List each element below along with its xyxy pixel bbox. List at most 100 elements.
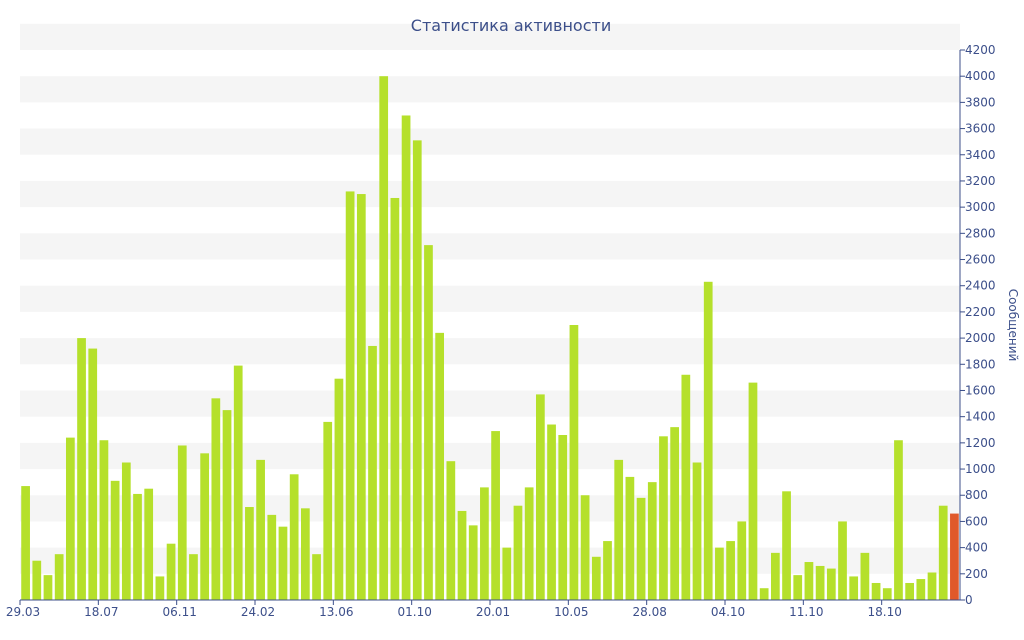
bar[interactable] [535, 394, 545, 600]
bar[interactable] [480, 487, 489, 600]
bar[interactable] [54, 554, 64, 600]
bar[interactable] [603, 541, 612, 600]
bar[interactable] [703, 281, 713, 600]
bar[interactable] [681, 374, 691, 600]
bar[interactable] [278, 526, 288, 600]
bar[interactable] [200, 453, 210, 600]
bar[interactable] [737, 521, 747, 600]
y-tick-label: 2000 [965, 331, 996, 345]
bar[interactable] [390, 197, 400, 601]
bar[interactable] [547, 424, 556, 600]
x-tick-label: 01.10 [397, 605, 431, 619]
bar[interactable] [916, 579, 926, 600]
x-axis-ticks: 29.03 18.07 06.11 24.02 13.06 01.10 20.01 10.05… [6, 600, 902, 619]
bar[interactable] [580, 495, 590, 600]
x-tick-label: 24.02 [241, 605, 275, 619]
bar[interactable] [356, 194, 366, 601]
grid-band [20, 23, 960, 50]
bar[interactable] [267, 514, 277, 600]
bar[interactable] [65, 437, 75, 600]
bar[interactable] [334, 378, 344, 600]
bar[interactable] [849, 576, 859, 600]
bar[interactable] [222, 410, 232, 600]
y-tick-label: 1200 [965, 436, 996, 450]
bar[interactable] [99, 440, 109, 600]
bar[interactable] [860, 552, 870, 600]
bar[interactable] [166, 543, 176, 600]
y-tick-label: 1600 [965, 383, 996, 397]
bar[interactable] [502, 547, 512, 600]
bar[interactable] [659, 436, 668, 600]
bar[interactable] [233, 365, 243, 600]
bar[interactable] [379, 76, 389, 600]
bar[interactable] [345, 191, 355, 600]
bar[interactable] [43, 575, 53, 600]
bar[interactable] [412, 140, 422, 601]
bar[interactable] [133, 493, 142, 600]
bar[interactable] [401, 115, 411, 600]
bar-current[interactable] [950, 513, 959, 600]
bar[interactable] [144, 488, 154, 600]
bar[interactable] [670, 427, 680, 600]
bar[interactable] [446, 461, 456, 600]
bar[interactable] [289, 474, 299, 600]
bar[interactable] [524, 487, 534, 600]
bar[interactable] [312, 554, 321, 600]
bar[interactable] [804, 562, 814, 600]
bar[interactable] [726, 541, 735, 600]
bar[interactable] [189, 554, 198, 600]
bar[interactable] [110, 480, 120, 600]
bar[interactable] [121, 462, 131, 601]
bar[interactable] [793, 575, 803, 600]
bar[interactable] [468, 525, 478, 600]
bar[interactable] [155, 576, 165, 600]
bar[interactable] [927, 572, 937, 601]
bar[interactable] [424, 245, 433, 600]
bar[interactable] [782, 491, 791, 600]
bar[interactable] [715, 547, 724, 600]
bar[interactable] [21, 486, 30, 600]
bar[interactable] [569, 325, 579, 600]
bar[interactable] [882, 588, 892, 600]
bar-series [21, 76, 959, 601]
bar[interactable] [256, 459, 265, 600]
bar[interactable] [558, 435, 568, 600]
bar[interactable] [323, 421, 333, 600]
bar[interactable] [938, 505, 948, 600]
bar[interactable] [88, 348, 98, 600]
grid-band [20, 338, 960, 365]
bar[interactable] [894, 440, 903, 600]
bar[interactable] [513, 505, 523, 600]
bar[interactable] [435, 332, 445, 600]
bar[interactable] [211, 398, 221, 600]
grid-band [20, 128, 960, 155]
bar[interactable] [905, 582, 915, 600]
bar[interactable] [77, 338, 86, 600]
bar[interactable] [636, 497, 646, 600]
bar[interactable] [748, 382, 758, 600]
bar[interactable] [614, 459, 624, 600]
bar[interactable] [591, 556, 601, 600]
bar[interactable] [826, 568, 836, 600]
bar[interactable] [32, 560, 42, 600]
bar[interactable] [300, 508, 310, 600]
bar[interactable] [770, 552, 780, 600]
bar[interactable] [815, 565, 825, 600]
bar[interactable] [647, 482, 657, 600]
bar[interactable] [692, 462, 702, 601]
bar[interactable] [177, 445, 187, 600]
y-tick-label: 600 [965, 514, 988, 528]
bar[interactable] [368, 345, 377, 600]
x-tick-label: 29.03 [6, 605, 40, 619]
grid-band [20, 233, 960, 260]
bar[interactable] [871, 582, 881, 600]
y-tick-label: 4000 [965, 69, 996, 83]
bar[interactable] [625, 476, 635, 600]
bar[interactable] [457, 510, 467, 600]
x-tick-label: 13.06 [319, 605, 353, 619]
bar[interactable] [245, 507, 254, 600]
bar[interactable] [491, 431, 500, 600]
bar[interactable] [759, 588, 769, 600]
bar[interactable] [838, 521, 847, 600]
